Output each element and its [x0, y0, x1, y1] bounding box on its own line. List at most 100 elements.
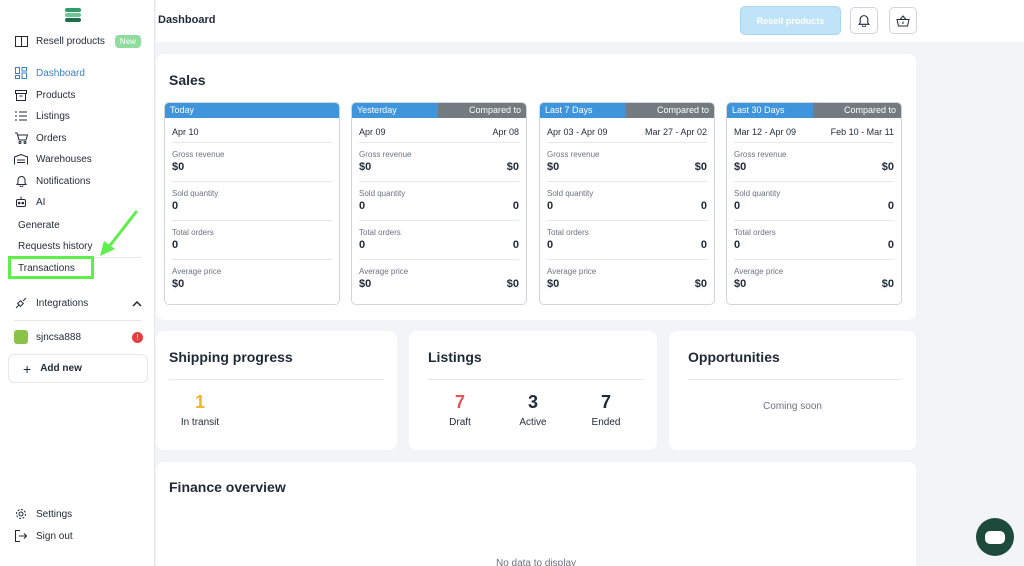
metric-label: Sold quantity — [172, 189, 219, 198]
divider — [734, 181, 894, 182]
sidebar-item-orders[interactable]: Orders — [14, 130, 67, 146]
divider — [547, 181, 707, 182]
sidebar-item-label: Products — [36, 89, 76, 101]
ended-label: Ended — [591, 417, 621, 428]
metric-compare-value: $0 — [694, 278, 707, 290]
highlight-box — [8, 256, 94, 279]
metric-value: 0 — [547, 200, 554, 212]
period-header: Last 7 Days Compared to — [540, 103, 714, 118]
sidebar-subitem-generate[interactable]: Generate — [18, 220, 60, 231]
metric-compare-value: 0 — [887, 239, 894, 251]
listings-title: Listings — [428, 349, 482, 365]
divider — [169, 379, 384, 380]
sidebar-item-label: Resell products — [36, 35, 105, 47]
notifications-button[interactable] — [850, 7, 878, 34]
metric-value: $0 — [172, 278, 185, 290]
metric-compare-value: 0 — [512, 239, 519, 251]
divider — [547, 259, 707, 260]
bell-icon — [858, 15, 870, 27]
divider — [172, 142, 332, 143]
sidebar-item-dashboard[interactable]: Dashboard — [14, 65, 85, 81]
period-label: Last 7 Days — [540, 103, 626, 118]
finance-overview-card: Finance overview No data to display — [156, 462, 916, 566]
no-data-text: No data to display — [495, 558, 577, 566]
chevron-up-icon[interactable] — [132, 299, 142, 310]
alert-icon: ! — [132, 332, 143, 343]
chat-button[interactable] — [976, 518, 1014, 556]
sidebar-item-products[interactable]: Products — [14, 87, 75, 103]
compare-label: Compared to — [626, 103, 714, 118]
metric-value: $0 — [547, 278, 560, 290]
period-header: Last 30 Days Compared to — [727, 103, 901, 118]
period-label: Yesterday — [352, 103, 438, 118]
sidebar-item-resell-products[interactable]: Resell products New — [14, 33, 141, 49]
chat-icon — [985, 530, 1005, 544]
sidebar-item-label: Warehouses — [36, 153, 92, 165]
listings-card: Listings 7 Draft 3 Active 7 Ended — [409, 331, 657, 450]
metric-label: Gross revenue — [547, 150, 600, 159]
metric-label: Gross revenue — [359, 150, 412, 159]
compare-date: Feb 10 - Mar 11 — [830, 127, 894, 137]
metric-label: Total orders — [172, 228, 214, 237]
cart-icon — [14, 131, 28, 145]
book-icon — [14, 34, 28, 48]
compare-date: Mar 27 - Apr 02 — [644, 127, 707, 137]
metric-value: 0 — [172, 200, 179, 212]
metric-label: Gross revenue — [172, 150, 225, 159]
period-date: Apr 09 — [359, 127, 386, 137]
compare-date: Apr 08 — [492, 127, 519, 137]
sidebar-item-warehouses[interactable]: Warehouses — [14, 151, 92, 167]
sales-period-box: Yesterday Compared to Apr 09 Apr 08 Gross re… — [351, 102, 527, 305]
divider — [172, 259, 332, 260]
sidebar-item-label: Orders — [36, 132, 67, 144]
divider — [428, 379, 643, 380]
sales-title: Sales — [169, 72, 206, 88]
metric-compare-value: 0 — [887, 200, 894, 212]
sidebar-item-settings[interactable]: Settings — [14, 506, 72, 522]
divider — [734, 259, 894, 260]
sidebar-subitem-transactions[interactable]: Transactions — [18, 263, 75, 274]
divider — [688, 379, 901, 380]
sidebar-subitem-requests-history[interactable]: Requests history — [18, 241, 93, 252]
sidebar-item-sign-out[interactable]: Sign out — [14, 528, 73, 544]
date-row: Apr 03 - Apr 09 Mar 27 - Apr 02 — [547, 127, 707, 137]
metric-row: $0 $0 — [734, 278, 894, 290]
gear-icon — [14, 507, 28, 521]
metric-label: Sold quantity — [359, 189, 406, 198]
metric-row: $0 $0 — [359, 161, 519, 173]
sidebar-item-integrations[interactable]: Integrations — [14, 295, 88, 311]
divider — [359, 259, 519, 260]
sidebar-item-ai[interactable]: AI — [14, 194, 45, 210]
sales-period-box: Last 30 Days Compared to Mar 12 - Apr 09 Fe… — [726, 102, 902, 305]
metric-value: 0 — [547, 239, 554, 251]
metric-row: $0 — [172, 161, 332, 173]
metric-value: 0 — [734, 239, 741, 251]
metric-label: Average price — [547, 267, 597, 276]
metric-value: $0 — [359, 278, 372, 290]
metric-value: $0 — [359, 161, 372, 173]
metric-value: $0 — [547, 161, 560, 173]
metric-value: 0 — [359, 239, 366, 251]
add-new-button[interactable]: + Add new — [8, 354, 148, 383]
metric-row: 0 — [172, 239, 332, 251]
plug-icon — [14, 296, 28, 310]
sidebar-item-notifications[interactable]: Notifications — [14, 173, 90, 189]
page-title: Dashboard — [158, 14, 216, 26]
resell-products-button[interactable]: Resell products — [740, 6, 841, 35]
metric-value: $0 — [172, 161, 185, 173]
metric-value: $0 — [734, 278, 747, 290]
app-logo[interactable] — [65, 8, 81, 22]
metric-value: $0 — [734, 161, 747, 173]
store-item[interactable]: sjncsa888 — [14, 329, 81, 345]
sidebar-item-listings[interactable]: Listings — [14, 108, 70, 124]
plus-icon: + — [23, 360, 32, 377]
annotation-arrow-icon — [100, 210, 138, 256]
date-row: Apr 10 — [172, 127, 332, 137]
period-date: Apr 10 — [172, 127, 199, 137]
divider — [359, 142, 519, 143]
basket-button[interactable] — [889, 7, 917, 34]
metric-row: $0 $0 — [359, 278, 519, 290]
